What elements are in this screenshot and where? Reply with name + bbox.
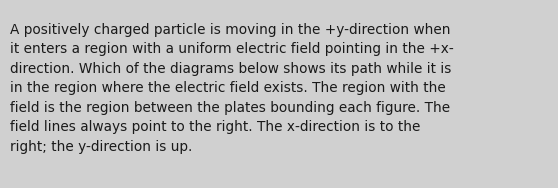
Text: A positively charged particle is moving in the +y-direction when
it enters a reg: A positively charged particle is moving … xyxy=(10,23,454,154)
